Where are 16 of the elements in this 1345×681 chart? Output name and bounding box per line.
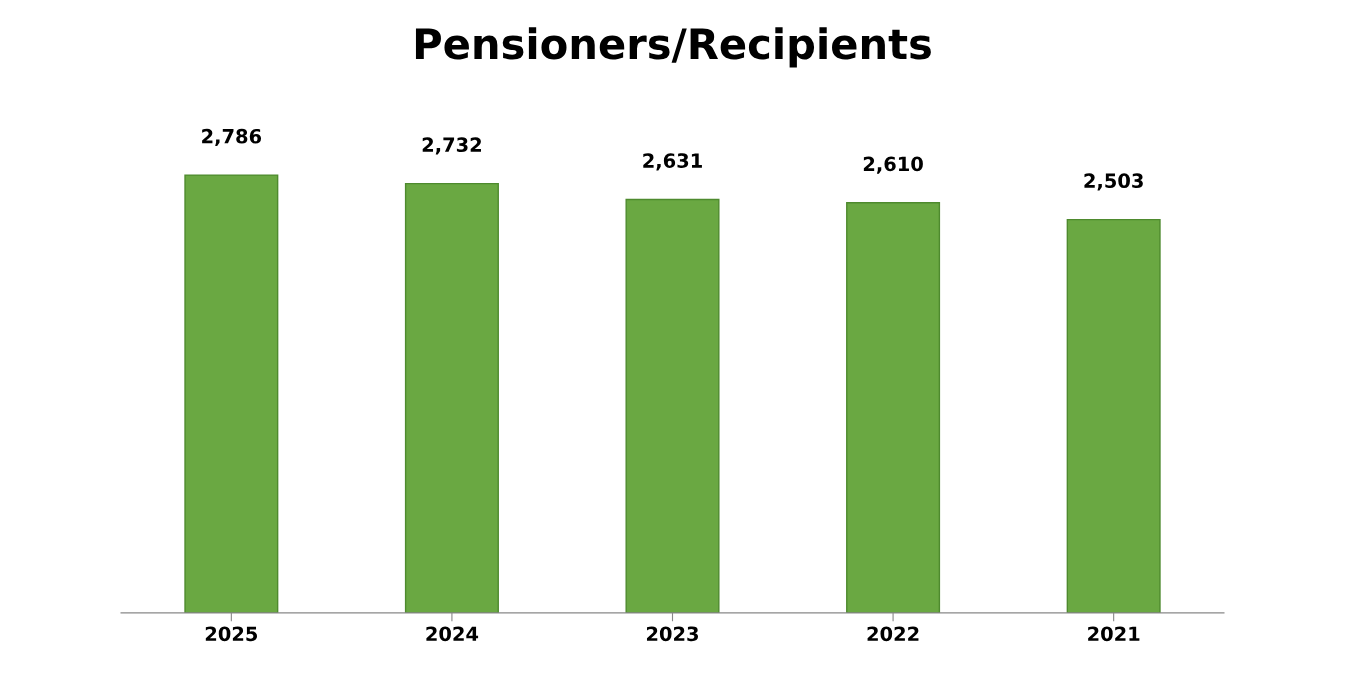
data-label: 2,503 xyxy=(1084,173,1143,191)
x-tick-label: 2021 xyxy=(1088,626,1140,642)
bar xyxy=(404,182,499,613)
data-label: 2,732 xyxy=(422,137,481,155)
data-label: 2,786 xyxy=(202,128,262,147)
bar xyxy=(184,174,279,613)
x-tick-label: 2024 xyxy=(426,626,479,642)
data-label: 2,610 xyxy=(863,156,923,174)
chart-title: Pensioners/Recipients xyxy=(415,27,931,68)
bar xyxy=(1066,218,1161,613)
bar xyxy=(846,202,941,613)
data-label: 2,631 xyxy=(643,153,702,171)
x-tick-label: 2025 xyxy=(205,626,258,642)
x-tick-label: 2023 xyxy=(646,626,699,642)
bar xyxy=(625,198,720,613)
x-tick-label: 2022 xyxy=(867,626,919,642)
